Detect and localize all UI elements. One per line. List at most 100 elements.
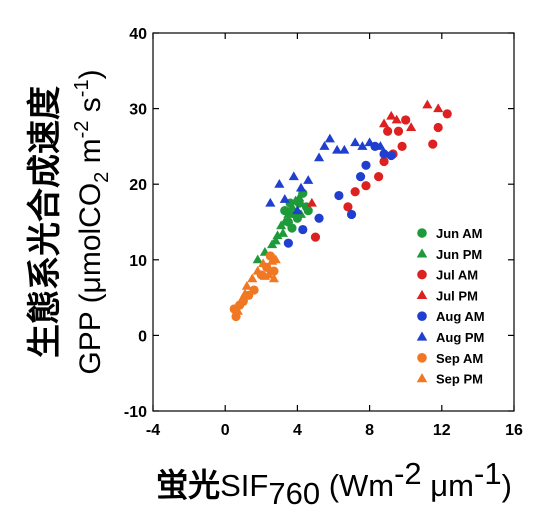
point-jul-am (310, 232, 321, 242)
point-sep-pm (259, 271, 270, 280)
legend-marker-jun-am (417, 228, 427, 238)
point-aug-am (283, 238, 293, 248)
y-tick-label: 40 (129, 26, 147, 43)
legend-marker-sep-am (417, 353, 427, 363)
x-tick-label: 12 (433, 422, 451, 439)
point-aug-pm (364, 137, 375, 147)
point-aug-pm (295, 182, 307, 192)
point-sep-pm (270, 254, 281, 264)
point-sep-pm (241, 281, 252, 290)
legend-marker-jul-pm (416, 289, 428, 300)
legend-marker-aug-am (417, 311, 427, 322)
y-axis-label: 生態系光合成速度 GPP (μmolCO2 m-2 s-1) (25, 69, 113, 374)
point-aug-pm (314, 152, 325, 162)
point-aug-pm (350, 137, 361, 147)
point-sep-pm (268, 273, 279, 283)
x-tick-label: 16 (505, 422, 523, 439)
x-tick-label: -4 (146, 422, 160, 439)
point-aug-pm (339, 144, 350, 154)
plot-frame (152, 32, 515, 412)
point-jun-pm (277, 228, 289, 237)
point-jul-am (350, 187, 360, 197)
y-axis-label-jp: 生態系光合成速度 (25, 86, 65, 358)
point-sep-pm (247, 273, 258, 283)
legend-marker-jul-am (417, 269, 427, 280)
point-aug-pm (375, 141, 386, 150)
point-jul-pm (422, 99, 433, 109)
y-tick-label: 20 (129, 177, 147, 194)
point-aug-pm (332, 144, 343, 154)
point-aug-am (355, 172, 366, 182)
point-sep-pm (252, 265, 263, 275)
point-jul-pm (378, 118, 390, 128)
point-jun-pm (252, 254, 263, 264)
y-tick-label: 0 (138, 328, 147, 345)
point-aug-am (379, 149, 389, 159)
point-jul-pm (391, 114, 402, 124)
legend-marker-aug-pm (416, 331, 428, 341)
point-jul-am (428, 139, 438, 149)
point-jun-am (303, 206, 313, 216)
x-tick-label: 8 (365, 422, 374, 439)
legend-marker-sep-pm (416, 373, 428, 383)
point-jul-am (397, 141, 407, 151)
point-jun-pm (285, 205, 296, 215)
point-jul-am (379, 156, 389, 167)
legend-label-sep-am: Sep AM (436, 351, 483, 366)
point-aug-am (314, 213, 324, 223)
legend-label-aug-am: Aug AM (436, 309, 485, 324)
point-sep-pm (239, 288, 251, 298)
point-aug-pm (274, 178, 285, 188)
legend-label-jun-pm: Jun PM (436, 247, 482, 262)
legend-label-aug-pm: Aug PM (436, 330, 484, 345)
point-aug-am (298, 224, 308, 235)
x-tick-label: 4 (293, 422, 302, 439)
y-tick-label: 10 (129, 253, 147, 270)
point-jul-pm (306, 197, 317, 207)
point-jun-pm (279, 216, 290, 226)
point-jul-am (361, 181, 371, 191)
point-jul-am (343, 202, 353, 212)
legend-label-jun-am: Jun AM (436, 226, 482, 241)
point-jul-am (374, 172, 384, 182)
point-aug-pm (292, 205, 303, 215)
point-aug-pm (319, 141, 330, 150)
y-tick-label: -10 (124, 404, 147, 421)
point-aug-pm (303, 175, 314, 184)
point-sep-am (269, 266, 279, 276)
point-aug-pm (265, 197, 276, 207)
point-aug-pm (324, 133, 335, 143)
point-jul-pm (433, 103, 444, 113)
y-axis-label-en: GPP (μmolCO2 m-2 s-1) (71, 69, 113, 374)
point-sep-am (249, 285, 259, 295)
point-aug-am (334, 190, 344, 201)
point-aug-pm (288, 171, 299, 181)
point-jul-am (393, 126, 404, 136)
data-points (229, 99, 452, 322)
point-aug-pm (279, 194, 290, 203)
legend-label-jul-am: Jul AM (436, 268, 478, 283)
legend-label-jul-pm: Jul PM (436, 288, 478, 303)
x-axis-label: 蛍光SIF760 (Wm-2 μm-1) (156, 456, 512, 511)
point-jul-am (433, 122, 443, 133)
point-jul-am (442, 109, 452, 119)
point-sep-pm (232, 305, 243, 315)
legend-marker-jun-pm (416, 248, 428, 258)
legend: Jun AM Jun PM Jul AM Jul PM Aug AM Aug PM Sep … (416, 226, 485, 387)
legend-label-sep-pm: Sep PM (436, 372, 483, 387)
axis-ticks: -4 0 4 8 12 16 -10 0 10 20 30 40 (124, 26, 523, 439)
point-aug-am (346, 209, 357, 220)
point-jul-am (383, 126, 393, 136)
point-jul-pm (386, 110, 397, 120)
point-jun-am (287, 223, 297, 233)
x-tick-label: 0 (221, 422, 230, 439)
point-jun-pm (294, 192, 305, 202)
y-tick-label: 30 (129, 102, 147, 119)
point-aug-am (361, 160, 371, 170)
point-jul-am (401, 115, 411, 125)
point-jul-pm (406, 122, 417, 131)
point-aug-pm (357, 141, 368, 150)
point-jun-pm (270, 235, 281, 245)
point-sep-pm (258, 258, 269, 268)
